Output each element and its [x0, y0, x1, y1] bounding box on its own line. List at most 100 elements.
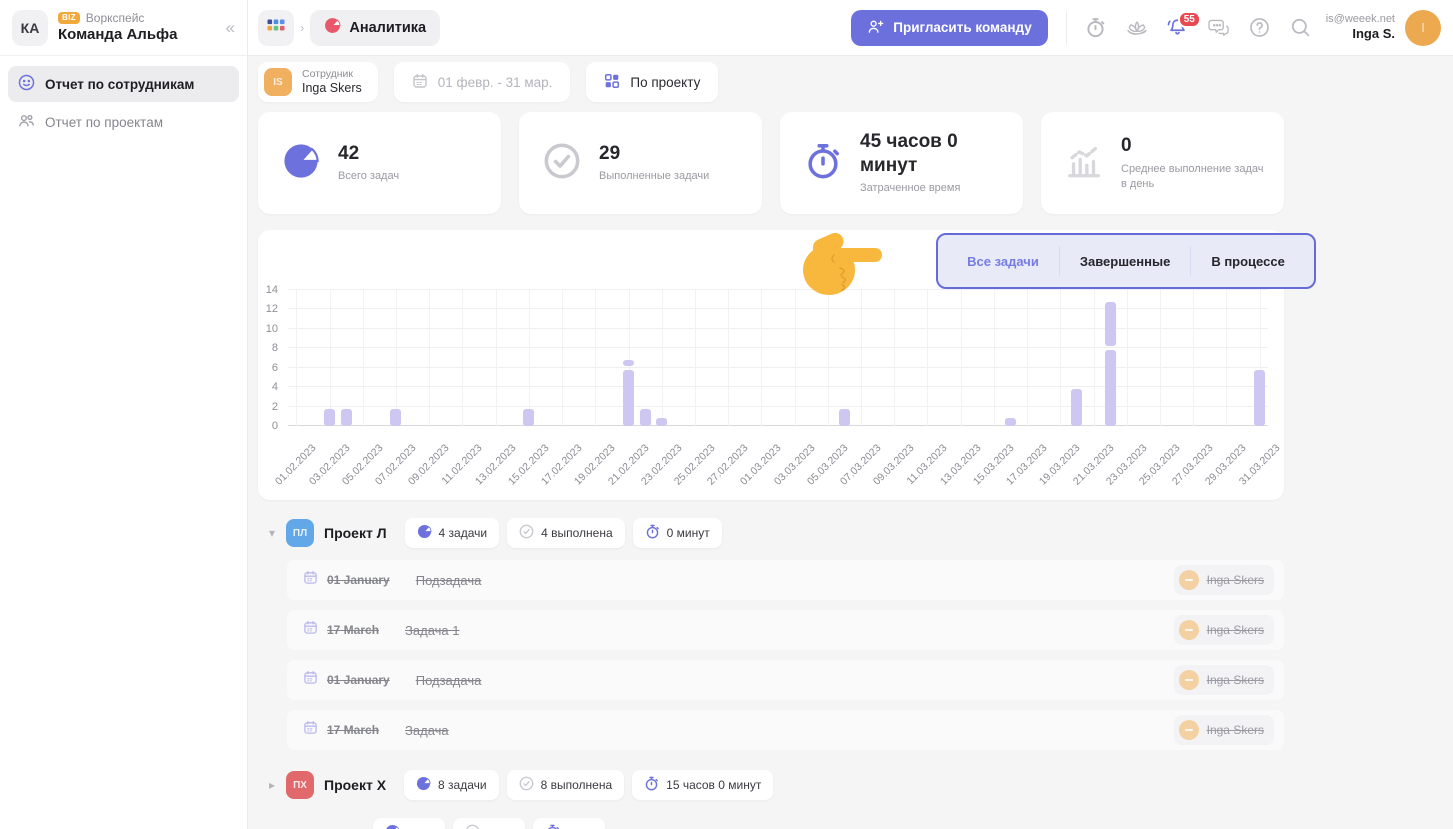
- assignee-chip[interactable]: Inga Skers: [1173, 565, 1274, 595]
- bar-06.03.2023[interactable]: [838, 408, 850, 426]
- stat-card: 45 часов 0 минут Затраченное время: [780, 112, 1023, 214]
- lotus-icon[interactable]: [1126, 17, 1148, 39]
- chevron-right-icon[interactable]: ▸: [268, 778, 276, 792]
- task-row[interactable]: 17 March Задача Inga Skers: [287, 710, 1284, 750]
- task-title: Подзадача: [415, 672, 482, 688]
- tab-analytics[interactable]: Аналитика: [310, 9, 441, 46]
- x-axis-labels: 01.02.2023 03.02.2023 05.02.2023 07.02.2023…: [273, 432, 1282, 498]
- gridline: [1226, 290, 1228, 426]
- gridline: [296, 290, 298, 426]
- bar-20.03.2023[interactable]: [1071, 389, 1083, 426]
- notification-badge: 55: [1177, 10, 1201, 28]
- stopwatch-icon: [644, 776, 659, 794]
- gridline: [462, 290, 464, 426]
- project-stat-chip[interactable]: 8 выполнена: [506, 770, 625, 800]
- project-stat-chip[interactable]: 4 задачи: [404, 518, 500, 548]
- y-tick-label: 2: [271, 400, 278, 413]
- chart-tab-1[interactable]: Завершенные: [1079, 253, 1171, 269]
- notifications-bell-icon[interactable]: 55: [1167, 10, 1201, 39]
- bar-15.02.2023[interactable]: [523, 408, 535, 426]
- chart-tab-0[interactable]: Все задачи: [967, 253, 1039, 269]
- bar-23.02.2023[interactable]: [656, 418, 668, 426]
- bar-chart-icon: [1065, 142, 1103, 185]
- assignee-name: Inga Skers: [1206, 623, 1264, 637]
- chart-tab-2[interactable]: В процессе: [1211, 253, 1285, 269]
- chevron-down-icon[interactable]: ▾: [268, 526, 276, 540]
- bar-04.02.2023[interactable]: [340, 408, 352, 426]
- chip-label: 4 задачи: [438, 526, 488, 540]
- timer-icon[interactable]: [1085, 17, 1107, 39]
- project-row-partial[interactable]: [258, 816, 1284, 829]
- sidebar-collapse-icon[interactable]: «: [225, 17, 235, 37]
- help-icon[interactable]: [1249, 17, 1271, 39]
- task-row[interactable]: 01 January Подзадача Inga Skers: [287, 560, 1284, 600]
- bar-22.03.2023[interactable]: [1104, 301, 1116, 347]
- project-stat-chip[interactable]: 8 задачи: [404, 770, 499, 800]
- bar-07.02.2023[interactable]: [390, 408, 402, 426]
- employee-filter[interactable]: IS Сотрудник Inga Skers: [258, 62, 378, 102]
- bar-21.02.2023[interactable]: [623, 360, 634, 366]
- gridline: [495, 290, 497, 426]
- sidebar-item-employee-report[interactable]: Отчет по сотрудникам: [8, 66, 239, 102]
- gridline: [288, 386, 1268, 388]
- stopwatch-icon: [545, 824, 560, 829]
- stat-label: Всего задач: [338, 170, 400, 183]
- gridline: [960, 290, 962, 426]
- task-row[interactable]: 17 March Задача 1 Inga Skers: [287, 610, 1284, 650]
- workspace-header[interactable]: КА BIZ Воркспейс Команда Альфа «: [0, 0, 247, 56]
- chat-icon[interactable]: [1208, 17, 1230, 39]
- task-row[interactable]: 01 January Подзадача Inga Skers: [287, 660, 1284, 700]
- date-range-filter[interactable]: 01 февр. - 31 мар.: [393, 62, 571, 102]
- assignee-chip[interactable]: Inga Skers: [1173, 615, 1274, 645]
- gridline: [794, 290, 796, 426]
- bar-22.03.2023[interactable]: [1104, 350, 1116, 426]
- user-email: is@weeek.net: [1325, 12, 1395, 25]
- project-stat-chip[interactable]: [373, 818, 445, 829]
- project-row[interactable]: ▸ ПХ Проект Х 8 задачи 8 выполнена 15 часо…: [258, 768, 1284, 802]
- x-tick-label: 19.02.2023: [572, 442, 618, 488]
- bar-31.03.2023[interactable]: [1254, 369, 1266, 426]
- project-stat-chip[interactable]: [453, 818, 525, 829]
- calendar-icon: [303, 720, 318, 740]
- project-stat-chip[interactable]: 15 часов 0 минут: [632, 770, 774, 800]
- workspace-avatar: КА: [12, 9, 48, 46]
- project-stat-chip[interactable]: [533, 818, 605, 829]
- chip-label: 8 задачи: [438, 778, 487, 792]
- page-title: Аналитика: [349, 19, 427, 36]
- project-row[interactable]: ▾ ПЛ Проект Л 4 задачи 4 выполнена 0 минут: [258, 516, 1284, 550]
- bar-03.02.2023[interactable]: [324, 408, 336, 426]
- plan-badge: BIZ: [58, 12, 80, 25]
- main-content: IS Сотрудник Inga Skers 01 февр. - 31 ма…: [248, 56, 1453, 829]
- filters-row: IS Сотрудник Inga Skers 01 февр. - 31 ма…: [258, 62, 1284, 102]
- user-name: Inga S.: [1352, 26, 1395, 42]
- assignee-avatar: [1178, 620, 1199, 640]
- user-avatar[interactable]: I: [1405, 9, 1441, 46]
- sidebar-item-label: Отчет по сотрудникам: [45, 76, 195, 92]
- projects-section: ▾ ПЛ Проект Л 4 задачи 4 выполнена 0 минут…: [258, 516, 1284, 829]
- invite-team-button[interactable]: Пригласить команду: [851, 9, 1048, 46]
- search-icon[interactable]: [1290, 17, 1312, 39]
- x-tick-label: 13.03.2023: [937, 442, 984, 488]
- apps-grid-icon: [267, 19, 285, 37]
- y-tick-label: 10: [265, 322, 278, 335]
- bar-21.02.2023[interactable]: [623, 369, 634, 426]
- assignee-chip[interactable]: Inga Skers: [1173, 715, 1274, 745]
- project-stat-chip[interactable]: 4 выполнена: [507, 518, 625, 548]
- task-date: 17 March: [327, 623, 380, 637]
- gridline: [694, 290, 696, 426]
- bar-22.02.2023[interactable]: [639, 408, 651, 426]
- assignee-avatar: [1178, 720, 1199, 740]
- gridline: [827, 290, 829, 426]
- chip-label: 4 выполнена: [541, 526, 613, 540]
- sidebar-item-project-report[interactable]: Отчет по проектам: [8, 104, 239, 140]
- grouping-filter[interactable]: По проекту: [586, 62, 719, 102]
- check-circle-icon: [465, 824, 480, 829]
- gridline: [1027, 290, 1029, 426]
- assignee-chip[interactable]: Inga Skers: [1173, 665, 1274, 695]
- project-stat-chip[interactable]: 0 минут: [632, 518, 722, 548]
- bar-16.03.2023[interactable]: [1005, 418, 1017, 426]
- pie-chart-icon: [282, 142, 320, 185]
- y-tick-label: 0: [271, 420, 278, 432]
- x-tick-label: 11.03.2023: [904, 442, 950, 488]
- apps-grid-button[interactable]: [258, 9, 294, 46]
